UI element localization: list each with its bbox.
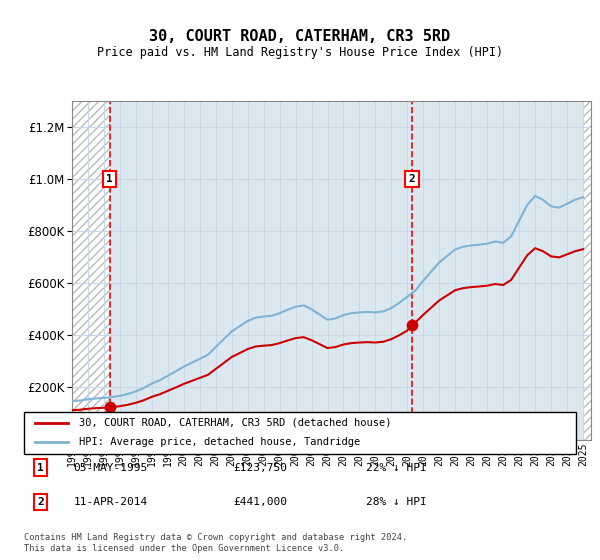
Text: 11-APR-2014: 11-APR-2014 xyxy=(74,497,148,507)
Point xyxy=(105,403,115,412)
Text: 05-MAY-1995: 05-MAY-1995 xyxy=(74,463,148,473)
Text: 2: 2 xyxy=(409,174,415,184)
Text: 1: 1 xyxy=(106,174,113,184)
Bar xyxy=(72,101,110,440)
Text: £123,750: £123,750 xyxy=(234,463,288,473)
Point xyxy=(407,320,416,329)
Text: £441,000: £441,000 xyxy=(234,497,288,507)
Text: 2: 2 xyxy=(37,497,44,507)
Text: Contains HM Land Registry data © Crown copyright and database right 2024.
This d: Contains HM Land Registry data © Crown c… xyxy=(24,533,407,553)
Text: HPI: Average price, detached house, Tandridge: HPI: Average price, detached house, Tand… xyxy=(79,437,361,447)
Text: 28% ↓ HPI: 28% ↓ HPI xyxy=(366,497,427,507)
Text: Price paid vs. HM Land Registry's House Price Index (HPI): Price paid vs. HM Land Registry's House … xyxy=(97,46,503,59)
Bar xyxy=(583,101,591,440)
Text: 22% ↓ HPI: 22% ↓ HPI xyxy=(366,463,427,473)
Text: 1: 1 xyxy=(37,463,44,473)
Text: 30, COURT ROAD, CATERHAM, CR3 5RD (detached house): 30, COURT ROAD, CATERHAM, CR3 5RD (detac… xyxy=(79,418,392,428)
Text: 30, COURT ROAD, CATERHAM, CR3 5RD: 30, COURT ROAD, CATERHAM, CR3 5RD xyxy=(149,29,451,44)
FancyBboxPatch shape xyxy=(24,412,576,454)
